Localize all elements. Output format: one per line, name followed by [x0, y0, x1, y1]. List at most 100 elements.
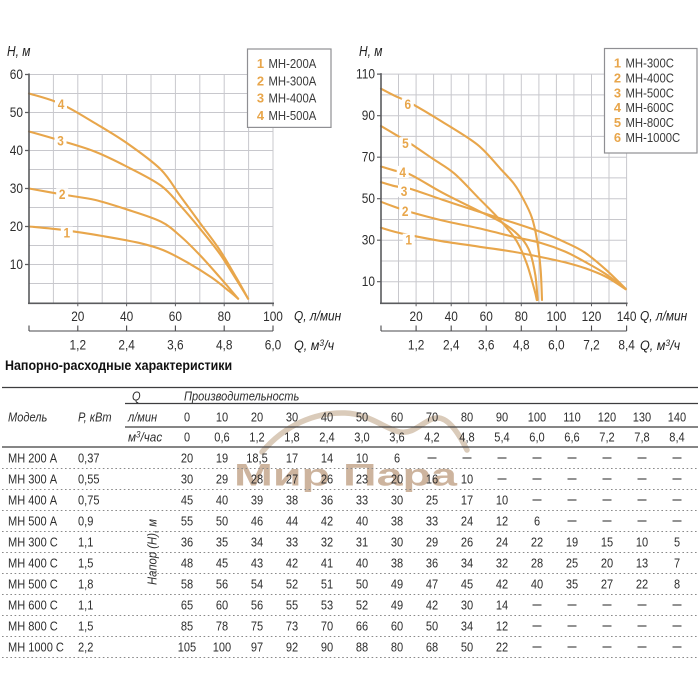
svg-text:27: 27: [286, 472, 298, 487]
svg-text:39: 39: [251, 493, 263, 508]
svg-text:40: 40: [216, 493, 228, 508]
svg-text:90: 90: [496, 410, 508, 425]
svg-text:34: 34: [461, 619, 473, 634]
svg-text:1,2: 1,2: [408, 338, 425, 353]
svg-text:0,9: 0,9: [78, 514, 93, 529]
svg-text:50: 50: [362, 191, 375, 206]
svg-text:19: 19: [216, 451, 228, 466]
svg-text:24: 24: [496, 535, 508, 550]
svg-text:47: 47: [426, 577, 438, 592]
svg-text:110: 110: [563, 410, 581, 425]
svg-text:14: 14: [496, 598, 508, 613]
svg-text:41: 41: [321, 556, 333, 571]
svg-text:5: 5: [674, 535, 680, 550]
svg-text:50: 50: [461, 640, 473, 655]
svg-text:40: 40: [531, 577, 543, 592]
svg-text:3,6: 3,6: [478, 338, 495, 353]
svg-text:4,8: 4,8: [513, 338, 530, 353]
svg-text:35: 35: [566, 577, 578, 592]
svg-text:5: 5: [402, 136, 409, 151]
svg-text:0: 0: [184, 430, 190, 445]
svg-text:56: 56: [216, 577, 228, 592]
svg-text:м3/час: м3/час: [128, 430, 163, 445]
svg-text:40: 40: [321, 410, 333, 425]
svg-text:40: 40: [10, 143, 23, 158]
svg-text:60: 60: [10, 67, 23, 82]
svg-text:МН 300 С: МН 300 С: [8, 535, 58, 550]
svg-text:МН 300 А: МН 300 А: [8, 472, 57, 487]
svg-text:МН-400С: МН-400С: [626, 70, 674, 85]
svg-text:14: 14: [321, 451, 333, 466]
svg-text:105: 105: [178, 640, 196, 655]
svg-text:1: 1: [405, 233, 412, 248]
svg-text:18,5: 18,5: [246, 451, 268, 466]
svg-text:1,2: 1,2: [70, 338, 87, 353]
svg-text:73: 73: [286, 619, 298, 634]
svg-text:52: 52: [356, 598, 368, 613]
svg-text:70: 70: [321, 619, 333, 634]
svg-text:0,6: 0,6: [214, 430, 229, 445]
svg-text:6,0: 6,0: [265, 338, 282, 353]
svg-text:16: 16: [426, 472, 438, 487]
svg-text:25: 25: [566, 556, 578, 571]
svg-text:52: 52: [286, 577, 298, 592]
svg-text:55: 55: [286, 598, 298, 613]
svg-text:29: 29: [426, 535, 438, 550]
svg-text:Р, кВт: Р, кВт: [78, 410, 112, 425]
svg-text:МН-500А: МН-500А: [269, 108, 317, 123]
svg-text:МН-600С: МН-600С: [626, 100, 674, 115]
svg-text:10: 10: [461, 472, 473, 487]
svg-text:35: 35: [216, 535, 228, 550]
svg-text:36: 36: [181, 535, 193, 550]
svg-text:19: 19: [566, 535, 578, 550]
svg-text:л/мин: л/мин: [127, 410, 157, 425]
svg-text:31: 31: [356, 535, 368, 550]
svg-text:110: 110: [356, 67, 375, 82]
svg-text:40: 40: [120, 309, 133, 324]
svg-text:42: 42: [496, 577, 508, 592]
svg-text:32: 32: [321, 535, 333, 550]
svg-text:60: 60: [480, 309, 493, 324]
svg-text:78: 78: [216, 619, 228, 634]
svg-text:МН 600 С: МН 600 С: [8, 598, 58, 613]
svg-text:7,2: 7,2: [599, 430, 614, 445]
svg-text:90: 90: [362, 108, 375, 123]
svg-text:80: 80: [461, 410, 473, 425]
svg-text:92: 92: [286, 640, 298, 655]
svg-text:40: 40: [445, 309, 458, 324]
svg-text:20: 20: [181, 451, 193, 466]
svg-text:1: 1: [257, 56, 264, 71]
svg-text:45: 45: [181, 493, 193, 508]
svg-text:8,4: 8,4: [618, 338, 635, 353]
svg-text:4: 4: [58, 97, 65, 112]
svg-text:1,8: 1,8: [78, 577, 93, 592]
svg-text:Q, л/мин: Q, л/мин: [640, 309, 688, 324]
svg-text:49: 49: [391, 598, 403, 613]
svg-text:50: 50: [356, 410, 368, 425]
svg-text:30: 30: [391, 493, 403, 508]
svg-text:Мир Пара: Мир Пара: [234, 457, 458, 493]
svg-text:20: 20: [10, 219, 23, 234]
svg-text:33: 33: [426, 514, 438, 529]
svg-text:6,0: 6,0: [529, 430, 544, 445]
svg-text:24: 24: [461, 514, 473, 529]
svg-text:МН-800С: МН-800С: [626, 115, 674, 130]
svg-text:34: 34: [461, 556, 473, 571]
svg-text:42: 42: [321, 514, 333, 529]
svg-text:2: 2: [257, 73, 264, 88]
svg-text:58: 58: [181, 577, 193, 592]
svg-text:42: 42: [426, 598, 438, 613]
svg-text:38: 38: [391, 556, 403, 571]
svg-text:2,4: 2,4: [118, 338, 135, 353]
svg-text:8: 8: [674, 577, 680, 592]
svg-text:20: 20: [410, 309, 423, 324]
svg-text:10: 10: [356, 451, 368, 466]
svg-text:7,8: 7,8: [634, 430, 649, 445]
svg-text:88: 88: [356, 640, 368, 655]
svg-text:75: 75: [251, 619, 263, 634]
svg-text:100: 100: [547, 309, 567, 324]
svg-text:26: 26: [321, 472, 333, 487]
svg-text:МН-300А: МН-300А: [269, 73, 317, 88]
svg-text:12: 12: [496, 619, 508, 634]
svg-text:3: 3: [57, 134, 64, 149]
